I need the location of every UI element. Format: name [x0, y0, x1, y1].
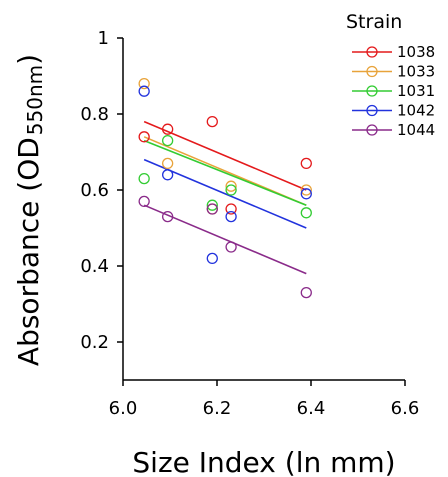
data-point-1044: [225, 241, 237, 253]
x-ticks: 6.0 6.2 6.4 6.6: [109, 380, 420, 419]
x-tick-label: 6.4: [297, 398, 326, 419]
data-point-1031: [138, 172, 150, 185]
y-tick-label: 0.8: [80, 104, 109, 125]
y-tick-label: 0.6: [80, 180, 109, 201]
data-point-1044: [138, 195, 150, 208]
x-tick-label: 6.6: [391, 398, 420, 419]
legend-label: 1042: [397, 102, 435, 120]
data-point-1038: [161, 123, 174, 135]
data-points: [138, 77, 312, 299]
legend-label: 1031: [397, 82, 435, 100]
data-point-1042: [300, 188, 312, 200]
axes: [122, 38, 405, 381]
data-point-1033: [161, 157, 174, 170]
legend-swatch-marker: [366, 46, 378, 58]
legend-title: Strain: [346, 11, 402, 33]
legend-swatch-marker: [366, 104, 378, 117]
y-tick-label: 0.2: [80, 332, 109, 353]
legend-label: 1033: [397, 63, 435, 81]
legend-label: 1038: [397, 43, 435, 61]
data-point-1031: [225, 184, 237, 196]
y-ticks: 0.2 0.4 0.6 0.8 1: [80, 28, 123, 353]
data-point-1044: [161, 210, 174, 223]
data-point-1033: [138, 77, 150, 90]
data-point-1031: [161, 134, 174, 147]
data-point-1038: [225, 203, 237, 215]
x-axis-title: Size Index (ln mm): [132, 446, 395, 477]
y-tick-label: 0.4: [80, 256, 109, 277]
legend-swatch-marker: [366, 65, 378, 78]
y-tick-label: 1: [98, 28, 109, 49]
data-point-1033: [300, 184, 312, 196]
fit-line-1031: [143, 139, 307, 206]
data-point-1031: [300, 207, 312, 219]
data-point-1038: [300, 157, 312, 170]
legend-swatch-marker: [366, 124, 378, 136]
data-point-1033: [225, 180, 237, 192]
y-axis-title-close: ): [12, 54, 45, 65]
y-axis-title: Absorbance (OD550nm): [12, 54, 47, 366]
fit-lines: [143, 120, 307, 275]
data-point-1044: [206, 203, 218, 215]
legend-swatch-marker: [366, 85, 378, 97]
y-axis-title-subscript: 550nm: [23, 65, 47, 135]
data-point-1038: [206, 115, 218, 128]
data-point-1031: [206, 199, 218, 211]
data-point-1042: [206, 252, 218, 265]
data-point-1042: [225, 210, 237, 223]
data-point-1042: [138, 85, 150, 97]
y-axis-title-main: Absorbance (OD: [12, 137, 45, 366]
legend-label: 1044: [397, 121, 435, 139]
fit-line-1044: [143, 204, 307, 275]
x-tick-label: 6.2: [203, 398, 232, 419]
data-point-1044: [300, 286, 312, 299]
data-point-1042: [161, 169, 174, 181]
data-point-1038: [138, 131, 150, 143]
x-tick-label: 6.0: [109, 398, 138, 419]
